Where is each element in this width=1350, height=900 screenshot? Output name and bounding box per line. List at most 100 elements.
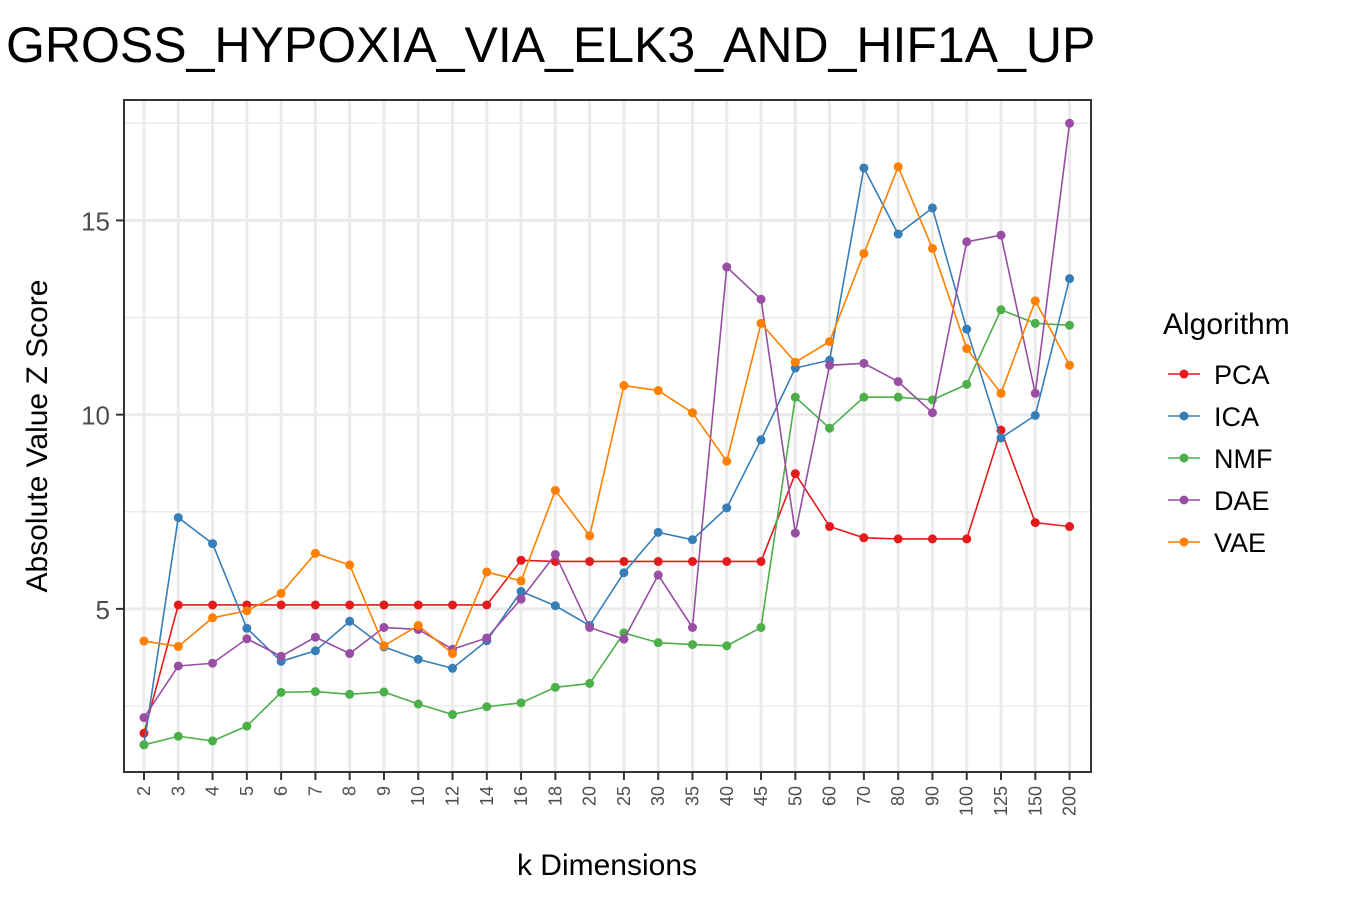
- data-point-pca: [619, 556, 629, 566]
- chart-title: GROSS_HYPOXIA_VIA_ELK3_AND_HIF1A_UP: [6, 17, 1095, 73]
- data-point-nmf: [893, 392, 903, 402]
- data-point-ica: [927, 203, 937, 213]
- data-point-pca: [448, 600, 458, 610]
- data-point-pca: [482, 600, 492, 610]
- series-ica: [139, 163, 1075, 750]
- data-point-nmf: [722, 641, 732, 651]
- data-point-dae: [1030, 388, 1040, 398]
- data-point-vae: [310, 548, 320, 558]
- series-nmf: [139, 305, 1075, 750]
- data-point-pca: [139, 728, 149, 738]
- data-point-dae: [208, 658, 218, 668]
- data-point-vae: [208, 613, 218, 623]
- data-point-pca: [173, 600, 183, 610]
- data-point-ica: [516, 586, 526, 596]
- data-point-vae: [345, 560, 355, 570]
- data-point-pca: [756, 556, 766, 566]
- legend-key-point: [1179, 369, 1189, 379]
- data-point-nmf: [139, 740, 149, 750]
- x-tick-label: 80: [888, 786, 908, 806]
- x-tick-label: 9: [374, 786, 394, 796]
- data-point-nmf: [173, 731, 183, 741]
- y-axis-title: Absolute Value Z Score: [21, 280, 54, 593]
- data-point-pca: [345, 600, 355, 610]
- legend-key-point: [1179, 453, 1189, 463]
- data-point-dae: [310, 632, 320, 642]
- data-point-vae: [448, 649, 458, 659]
- data-point-pca: [1030, 518, 1040, 528]
- data-point-pca: [379, 600, 389, 610]
- data-point-ica: [448, 663, 458, 673]
- series-line-pca: [143, 427, 1070, 734]
- data-point-nmf: [653, 638, 663, 648]
- data-point-pca: [516, 555, 526, 565]
- series-line-ica: [143, 165, 1071, 745]
- x-tick-label: 50: [785, 786, 805, 806]
- data-point-nmf: [448, 710, 458, 720]
- data-point-pca: [927, 534, 937, 544]
- grid: [124, 100, 1091, 772]
- x-tick-label: 200: [1060, 786, 1080, 816]
- data-point-ica: [893, 229, 903, 239]
- data-point-dae: [619, 634, 629, 644]
- x-tick-label: 70: [854, 786, 874, 806]
- data-point-vae: [653, 386, 663, 396]
- legend-key-point: [1179, 495, 1189, 505]
- data-point-ica: [550, 601, 560, 611]
- data-point-dae: [585, 623, 595, 633]
- data-point-ica: [1065, 274, 1075, 284]
- data-point-nmf: [379, 687, 389, 697]
- data-point-vae: [516, 576, 526, 586]
- data-point-vae: [859, 248, 869, 258]
- data-point-pca: [310, 600, 320, 610]
- data-point-nmf: [242, 721, 252, 731]
- data-point-vae: [482, 567, 492, 577]
- data-point-nmf: [276, 687, 286, 697]
- data-point-dae: [825, 360, 835, 370]
- data-point-pca: [859, 533, 869, 543]
- x-tick-label: 12: [443, 786, 463, 806]
- x-tick-label: 35: [682, 786, 702, 806]
- data-point-dae: [345, 649, 355, 659]
- legend-label: VAE: [1214, 528, 1266, 558]
- data-point-vae: [242, 606, 252, 616]
- data-point-ica: [996, 433, 1006, 443]
- x-tick-label: 5: [237, 786, 257, 796]
- legend-label: PCA: [1214, 360, 1270, 390]
- data-point-vae: [927, 243, 937, 253]
- data-point-dae: [1065, 118, 1075, 128]
- y-tick-label: 5: [96, 595, 110, 625]
- data-point-pca: [653, 556, 663, 566]
- data-point-vae: [687, 408, 697, 418]
- data-point-ica: [859, 163, 869, 173]
- data-point-dae: [687, 623, 697, 633]
- x-tick-label: 40: [717, 786, 737, 806]
- legend-item-nmf: NMF: [1168, 444, 1272, 474]
- data-point-vae: [585, 531, 595, 541]
- legend-label: ICA: [1214, 402, 1259, 432]
- data-point-nmf: [790, 392, 800, 402]
- x-tick-label: 45: [751, 786, 771, 806]
- x-tick-label: 18: [545, 786, 565, 806]
- x-tick-label: 2: [134, 786, 154, 796]
- x-tick-label: 14: [477, 786, 497, 806]
- data-point-dae: [482, 633, 492, 643]
- x-axis-title: k Dimensions: [517, 849, 697, 882]
- data-point-dae: [276, 651, 286, 661]
- data-point-ica: [962, 324, 972, 334]
- data-point-ica: [173, 513, 183, 523]
- data-point-vae: [173, 642, 183, 652]
- data-point-dae: [550, 549, 560, 559]
- data-point-dae: [756, 294, 766, 304]
- data-point-ica: [242, 623, 252, 633]
- data-point-vae: [413, 621, 423, 631]
- x-tick-label: 25: [614, 786, 634, 806]
- series-line-vae: [143, 164, 1071, 655]
- data-point-dae: [722, 262, 732, 272]
- data-point-ica: [722, 503, 732, 513]
- data-point-pca: [1065, 522, 1075, 532]
- data-point-vae: [619, 381, 629, 391]
- series-line-dae: [143, 123, 1071, 719]
- data-point-pca: [276, 600, 286, 610]
